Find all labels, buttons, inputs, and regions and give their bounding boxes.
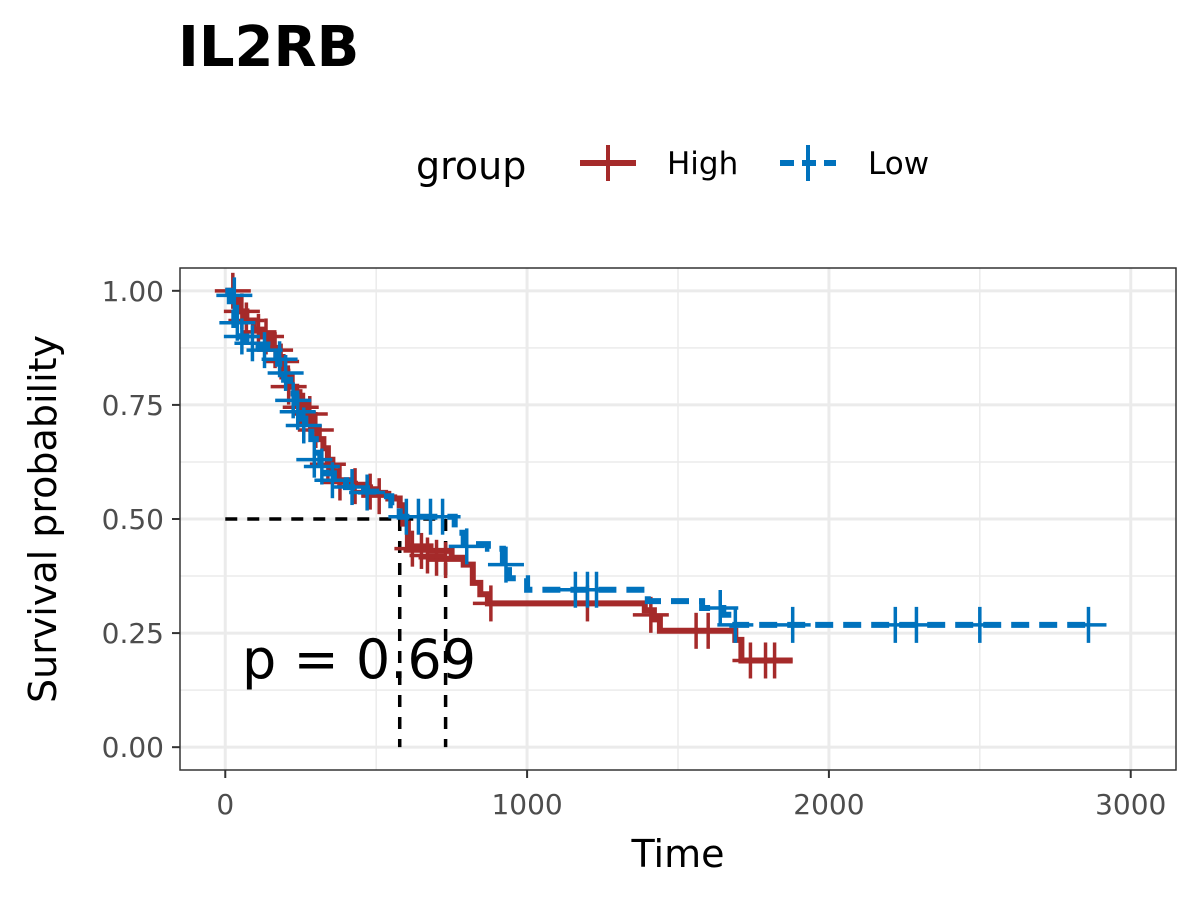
survival-curves [214, 272, 1107, 679]
legend: group High Low [416, 144, 929, 188]
legend-key-low [780, 145, 836, 181]
legend-label-low: Low [868, 146, 929, 182]
x-tick-label: 0 [216, 788, 234, 821]
x-tick-label: 3000 [1095, 788, 1166, 821]
plot-area: p = 0.69 [179, 267, 1177, 771]
y-tick-label: 0.00 [102, 731, 164, 764]
y-tick-label: 0.75 [102, 389, 164, 422]
x-axis-title: Time [631, 832, 725, 876]
legend-title: group [416, 144, 526, 188]
gridlines [180, 268, 1176, 770]
chart-title: IL2RB [178, 15, 359, 80]
x-axis: 0 1000 2000 3000 [216, 770, 1166, 821]
y-tick-label: 0.50 [102, 503, 164, 536]
legend-label-high: High [667, 146, 738, 182]
p-value-annotation: p = 0.69 [242, 628, 476, 691]
y-axis-title: Survival probability [21, 335, 65, 703]
x-tick-label: 2000 [793, 788, 864, 821]
legend-key-high [580, 145, 636, 181]
y-axis: 0.00 0.25 0.50 0.75 1.00 [102, 275, 180, 764]
y-tick-label: 0.25 [102, 617, 164, 650]
x-tick-label: 1000 [491, 788, 562, 821]
y-tick-label: 1.00 [102, 275, 164, 308]
